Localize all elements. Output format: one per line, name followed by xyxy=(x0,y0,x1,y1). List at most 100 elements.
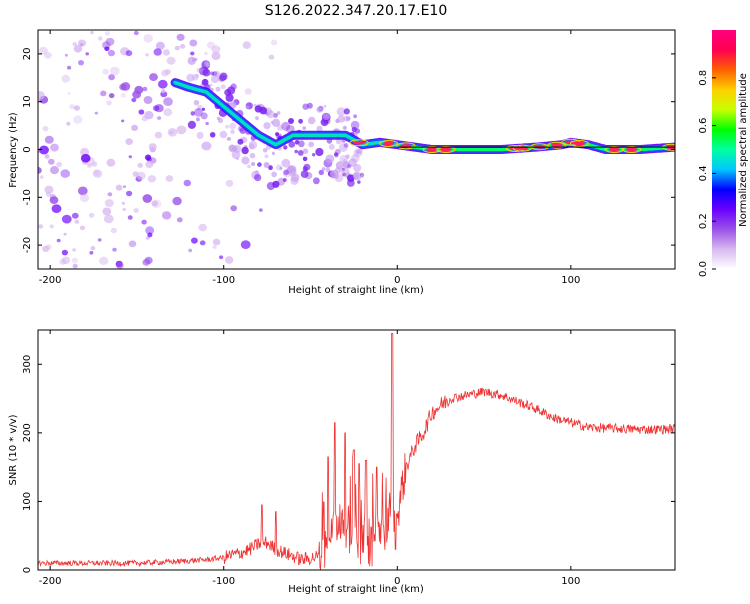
spectrogram-scatter-blob xyxy=(316,106,323,113)
spectrogram-noise-blob xyxy=(39,175,44,179)
spectrogram-noise-blob xyxy=(38,224,44,229)
spectrogram-noise-blob xyxy=(99,256,109,265)
spectrogram-scatter-blob xyxy=(360,174,364,178)
spectrogram-hot-spot-halo xyxy=(349,139,369,147)
spectrogram-noise-blob xyxy=(163,108,173,117)
spectrogram-noise-blob xyxy=(59,258,66,265)
y-tick-label: 100 xyxy=(22,492,33,511)
spectrogram-hot-spot xyxy=(573,141,586,146)
spectrogram-noise-blob xyxy=(98,36,103,41)
spectrogram-noise-blob xyxy=(176,33,185,41)
spectrogram-noise-blob xyxy=(115,184,123,191)
spectrogram-noise-blob xyxy=(148,143,157,151)
spectrogram-scatter-blob xyxy=(197,104,203,110)
spectrogram-noise-blob xyxy=(103,214,114,224)
spectrogram-scatter-blob xyxy=(282,178,287,182)
spectrogram-scatter-blob xyxy=(192,74,199,81)
spectrogram-noise-blob xyxy=(88,212,95,218)
x-tick-label: -200 xyxy=(39,576,62,587)
spectrogram-scatter-blob xyxy=(279,166,283,170)
spectrogram-noise-blob xyxy=(123,185,126,189)
spectrogram-noise-blob xyxy=(155,41,165,50)
spectrogram-noise-blob xyxy=(145,53,150,57)
spectrogram-scatter-blob xyxy=(302,126,307,130)
spectrogram-scatter-blob xyxy=(342,159,347,164)
spectrogram-scatter-blob xyxy=(248,143,255,150)
y-tick-label: 10 xyxy=(22,95,33,108)
spectrogram-noise-blob xyxy=(120,93,127,98)
spectrogram-scatter-blob xyxy=(201,107,205,111)
spectrogram-noise-blob xyxy=(44,135,54,144)
spectrogram-scatter-blob xyxy=(315,147,324,157)
spectrogram-x-ticks: -200 -100 0 100 xyxy=(39,30,580,286)
spectrogram-scatter-blob xyxy=(287,167,297,177)
spectrogram-noise-blob xyxy=(190,51,195,56)
spectrogram-noise-blob xyxy=(242,41,251,49)
spectrogram-noise-blob xyxy=(142,258,151,266)
spectrogram-scatter-blob xyxy=(341,167,350,177)
figure-title: S126.2022.347.20.17.E10 xyxy=(265,3,448,19)
spectrogram-scatter-blob xyxy=(241,146,249,155)
spectrogram-scatter-blob xyxy=(281,158,291,168)
spectrogram-scatter-blob xyxy=(338,143,348,152)
spectrogram-scatter-blob xyxy=(288,118,294,124)
spectrogram-scatter-blob xyxy=(298,118,303,124)
spectrogram-hot-spot-halo xyxy=(436,146,456,153)
spectrogram-noise-blob xyxy=(90,246,96,251)
spectrogram-noise-blob xyxy=(198,223,207,232)
spectrogram-scatter-blob xyxy=(325,154,335,164)
spectrogram-noise-blob xyxy=(133,208,139,213)
snr-x-axis-label: Height of straight line (km) xyxy=(288,584,424,595)
spectrogram-noise-blob xyxy=(50,143,59,152)
spectrogram-scatter-blob xyxy=(271,171,277,178)
spectrogram-scatter-blob xyxy=(322,113,330,121)
spectrogram-scatter-blob xyxy=(271,118,281,127)
spectrogram-noise-blob xyxy=(104,46,110,52)
spectrogram-scatter-blob xyxy=(283,169,289,176)
spectrogram-noise-blob xyxy=(143,96,153,104)
spectrogram-noise-blob xyxy=(79,225,85,231)
spectrogram-noise-blob xyxy=(196,108,200,111)
colorbar: 0.0 0.2 0.4 0.6 0.8 Normalized spectral ampl… xyxy=(698,30,749,277)
spectrogram-noise-blob xyxy=(268,54,275,60)
spectrogram-noise-blob xyxy=(107,49,115,57)
spectrogram-scatter-blob xyxy=(196,67,202,73)
spectrogram-noise-blob xyxy=(164,69,171,75)
colorbar-tick-label: 0.6 xyxy=(698,118,709,134)
spectrogram-noise-blob xyxy=(39,145,49,155)
spectrogram-noise-blob xyxy=(48,158,55,165)
spectrogram-scatter-blob xyxy=(257,162,262,167)
spectrogram-scatter-blob xyxy=(346,116,351,121)
spectrogram-noise-blob xyxy=(121,119,125,123)
spectrogram-noise-blob xyxy=(66,121,71,126)
y-tick-label: 0 xyxy=(22,146,33,152)
spectrogram-noise-blob xyxy=(104,199,114,208)
spectrogram-noise-blob xyxy=(141,219,147,225)
spectrogram-scatter-blob xyxy=(216,116,221,121)
spectrogram-scatter-blob xyxy=(335,118,340,124)
spectrogram-noise-blob xyxy=(108,74,115,81)
spectrogram-x-axis-label: Height of straight line (km) xyxy=(288,285,424,296)
spectrogram-noise-blob xyxy=(211,45,221,54)
spectrogram-scatter-blob xyxy=(253,103,257,107)
spectrogram-noise-blob xyxy=(97,238,102,242)
spectrogram-noise-blob xyxy=(166,56,176,65)
spectrogram-scatter-blob xyxy=(343,108,350,115)
spectrogram-scatter-blob xyxy=(251,162,256,166)
spectrogram-hot-spot xyxy=(353,141,366,145)
spectrogram-noise-blob xyxy=(72,248,76,252)
spectrogram-scatter-blob xyxy=(272,180,280,188)
spectrogram-scatter-blob xyxy=(323,104,327,108)
spectrogram-noise-blob xyxy=(73,45,83,53)
x-tick-label: 100 xyxy=(561,576,580,587)
spectrogram-scatter-blob xyxy=(334,175,339,180)
spectrogram-scatter-blob xyxy=(254,174,262,182)
spectrogram-scatter-blob xyxy=(195,117,200,122)
spectrogram-scatter-blob xyxy=(255,170,259,175)
spectrogram-scatter-blob xyxy=(262,148,268,153)
spectrogram-scatter-blob xyxy=(297,150,304,156)
spectrogram-noise-blob xyxy=(179,44,186,49)
colorbar-tick-label: 0.4 xyxy=(698,165,709,181)
spectrogram-scatter-blob xyxy=(210,71,215,76)
spectrogram-scatter-blob xyxy=(347,174,355,182)
